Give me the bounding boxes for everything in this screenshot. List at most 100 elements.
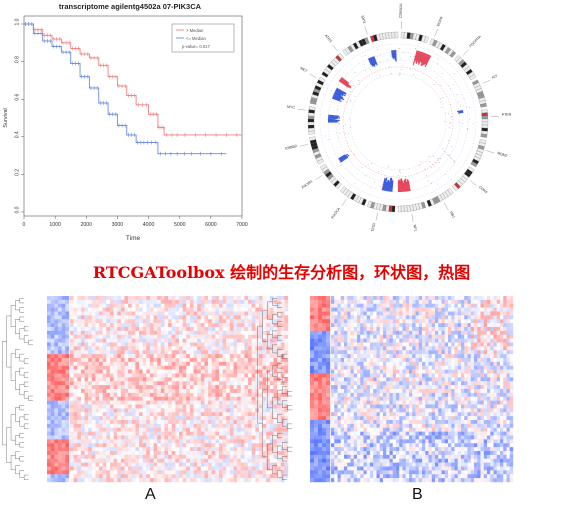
heatmap-cell bbox=[233, 451, 238, 456]
heatmap-cell bbox=[168, 416, 172, 421]
heatmap-cell bbox=[314, 423, 319, 428]
heatmap-cell bbox=[61, 470, 66, 475]
heatmap-cell bbox=[91, 478, 96, 483]
heatmap-cell bbox=[182, 427, 187, 432]
heatmap-cell bbox=[262, 474, 267, 479]
heatmap-cell bbox=[146, 361, 151, 366]
heatmap-cell bbox=[215, 408, 220, 413]
heatmap-cell bbox=[77, 330, 82, 335]
heatmap-cell bbox=[262, 303, 267, 308]
heatmap-cell bbox=[95, 311, 100, 316]
legend-entry-high: > Median bbox=[186, 28, 204, 33]
heatmap-cell bbox=[157, 307, 162, 312]
heatmap-cell bbox=[211, 392, 216, 397]
heatmap-cell bbox=[50, 381, 55, 386]
heatmap-cell bbox=[77, 443, 82, 448]
heatmap-cell bbox=[262, 396, 267, 401]
snp-dot bbox=[414, 67, 415, 69]
heatmap-cell bbox=[164, 350, 169, 355]
heatmap-cell bbox=[91, 470, 96, 475]
heatmap-cell bbox=[157, 462, 162, 467]
heatmap-cell bbox=[477, 296, 481, 301]
heatmap-cell bbox=[102, 358, 107, 363]
heatmap-cell bbox=[135, 303, 140, 308]
heatmap-cell bbox=[215, 420, 220, 425]
heatmap-cell bbox=[182, 447, 187, 452]
heatmap-cell bbox=[50, 346, 55, 351]
heatmap-cell bbox=[131, 396, 136, 401]
heatmap-cell bbox=[255, 373, 260, 378]
heatmap-cell bbox=[208, 404, 212, 409]
karyotype-band bbox=[308, 106, 316, 111]
heatmap-cell bbox=[383, 319, 387, 324]
heatmap-cell bbox=[208, 447, 212, 452]
heatmap-cell bbox=[135, 350, 140, 355]
cnv-segment bbox=[338, 154, 346, 160]
heatmap-cell bbox=[344, 299, 348, 304]
heatmap-cell bbox=[91, 458, 96, 463]
heatmap-cell bbox=[326, 319, 331, 324]
heatmap-cell bbox=[258, 373, 263, 378]
heatmap-cell bbox=[211, 400, 216, 405]
heatmap-cell bbox=[399, 327, 403, 332]
heatmap-cell bbox=[168, 389, 172, 394]
cnv-segment bbox=[339, 79, 352, 89]
heatmap-cell bbox=[266, 466, 271, 471]
heatmap-cell bbox=[431, 303, 436, 308]
heatmap-cell bbox=[322, 385, 327, 390]
heatmap-cell bbox=[102, 373, 107, 378]
heatmap-cell bbox=[91, 299, 96, 304]
heatmap-cell bbox=[135, 315, 140, 320]
heatmap-cell bbox=[277, 307, 281, 312]
heatmap-cell bbox=[280, 373, 285, 378]
heatmap-cell bbox=[251, 385, 256, 390]
heatmap-cell bbox=[102, 462, 107, 467]
heatmap-cell bbox=[269, 373, 274, 378]
heatmap-cell bbox=[222, 330, 227, 335]
heatmap-cell bbox=[322, 404, 327, 409]
heatmap-cell bbox=[124, 334, 129, 339]
heatmap-cell bbox=[277, 327, 281, 332]
heatmap-cell bbox=[91, 427, 96, 432]
heatmap-cell bbox=[47, 334, 51, 339]
heatmap-cell bbox=[99, 431, 103, 436]
heatmap-cell bbox=[189, 439, 194, 444]
heatmap-cell bbox=[215, 478, 220, 483]
heatmap-cell bbox=[208, 474, 212, 479]
heatmap-cell bbox=[248, 443, 252, 448]
heatmap-cell bbox=[120, 358, 125, 363]
heatmap-cell bbox=[310, 451, 315, 456]
heatmap-cell bbox=[54, 296, 59, 301]
heatmap-cell bbox=[266, 354, 271, 359]
heatmap-cell bbox=[266, 462, 271, 467]
heatmap-cell bbox=[215, 454, 220, 459]
heatmap-cell bbox=[226, 385, 231, 390]
heatmap-cell bbox=[58, 396, 62, 401]
heatmap-cell bbox=[131, 346, 136, 351]
heatmap-cell bbox=[310, 303, 315, 308]
heatmap-cell bbox=[117, 365, 122, 370]
heatmap-cell bbox=[255, 396, 260, 401]
heatmap-cell bbox=[153, 346, 158, 351]
heatmap-cell bbox=[251, 342, 256, 347]
heatmap-cell bbox=[175, 392, 180, 397]
heatmap-cell bbox=[240, 369, 245, 374]
heatmap-cell bbox=[160, 412, 165, 417]
heatmap-cell bbox=[106, 466, 111, 471]
heatmap-cell bbox=[179, 447, 183, 452]
heatmap-cell bbox=[139, 311, 143, 316]
heatmap-cell bbox=[58, 381, 62, 386]
heatmap-cell bbox=[500, 307, 504, 312]
heatmap-cell bbox=[318, 319, 323, 324]
heatmap-cell bbox=[500, 334, 504, 339]
heatmap-cell bbox=[171, 381, 176, 386]
snp-dot bbox=[387, 58, 388, 60]
heatmap-cell bbox=[131, 431, 136, 436]
heatmap-cell bbox=[50, 338, 55, 343]
heatmap-cell bbox=[222, 474, 227, 479]
heatmap-cell bbox=[113, 319, 118, 324]
heatmap-cell bbox=[350, 311, 354, 316]
heatmap-cell bbox=[428, 299, 432, 304]
heatmap-cell bbox=[91, 420, 96, 425]
heatmap-cell bbox=[500, 327, 504, 332]
